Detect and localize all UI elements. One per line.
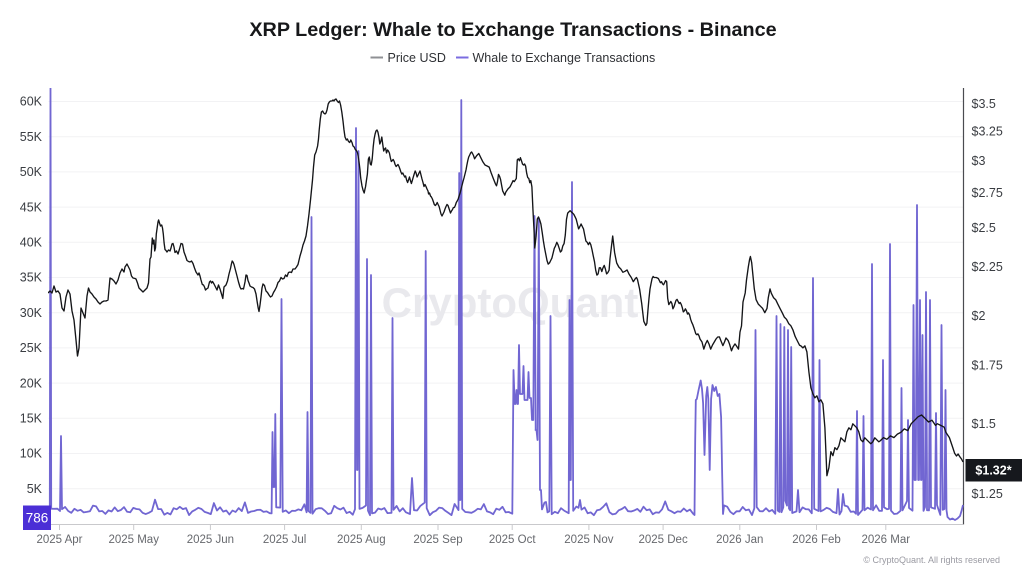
svg-text:20K: 20K bbox=[20, 376, 43, 390]
svg-text:60K: 60K bbox=[20, 95, 43, 109]
svg-text:Whale to Exchange Transactions: Whale to Exchange Transactions bbox=[473, 51, 656, 65]
svg-text:2026 Mar: 2026 Mar bbox=[862, 534, 911, 546]
svg-text:$3.5: $3.5 bbox=[972, 97, 996, 111]
svg-text:5K: 5K bbox=[27, 482, 43, 496]
svg-text:© CryptoQuant. All rights rese: © CryptoQuant. All rights reserved bbox=[863, 555, 1000, 565]
svg-text:$1.5: $1.5 bbox=[972, 417, 996, 431]
svg-text:50K: 50K bbox=[20, 165, 43, 179]
svg-text:35K: 35K bbox=[20, 271, 43, 285]
svg-text:2025 Oct: 2025 Oct bbox=[489, 534, 536, 546]
svg-text:$1.25: $1.25 bbox=[972, 487, 1003, 501]
svg-text:$1.32*: $1.32* bbox=[975, 464, 1011, 478]
svg-text:$2: $2 bbox=[972, 309, 986, 323]
svg-text:2025 Sep: 2025 Sep bbox=[413, 534, 462, 546]
svg-text:15K: 15K bbox=[20, 412, 43, 426]
svg-text:786: 786 bbox=[26, 511, 49, 526]
svg-text:2025 Jul: 2025 Jul bbox=[263, 534, 306, 546]
svg-text:45K: 45K bbox=[20, 200, 43, 214]
svg-text:25K: 25K bbox=[20, 341, 43, 355]
svg-text:10K: 10K bbox=[20, 447, 43, 461]
svg-text:2025 Nov: 2025 Nov bbox=[564, 534, 613, 546]
svg-text:$3: $3 bbox=[972, 154, 986, 168]
svg-text:2025 Dec: 2025 Dec bbox=[638, 534, 687, 546]
svg-text:2026 Feb: 2026 Feb bbox=[792, 534, 841, 546]
svg-text:2025 Apr: 2025 Apr bbox=[36, 534, 82, 546]
svg-text:$2.75: $2.75 bbox=[972, 186, 1003, 200]
svg-text:$2.25: $2.25 bbox=[972, 260, 1003, 274]
svg-text:Price USD: Price USD bbox=[388, 51, 446, 65]
svg-text:30K: 30K bbox=[20, 306, 43, 320]
svg-text:2025 May: 2025 May bbox=[108, 534, 159, 546]
svg-text:$2.5: $2.5 bbox=[972, 221, 996, 235]
svg-text:2025 Aug: 2025 Aug bbox=[337, 534, 386, 546]
svg-text:55K: 55K bbox=[20, 130, 43, 144]
svg-text:2025 Jun: 2025 Jun bbox=[187, 534, 234, 546]
svg-text:$3.25: $3.25 bbox=[972, 125, 1003, 139]
svg-text:CryptoQuant: CryptoQuant bbox=[382, 279, 639, 326]
svg-text:XRP Ledger: Whale to Exchange: XRP Ledger: Whale to Exchange Transactio… bbox=[249, 19, 776, 41]
svg-text:40K: 40K bbox=[20, 236, 43, 250]
svg-text:2026 Jan: 2026 Jan bbox=[716, 534, 763, 546]
svg-text:$1.75: $1.75 bbox=[972, 359, 1003, 373]
